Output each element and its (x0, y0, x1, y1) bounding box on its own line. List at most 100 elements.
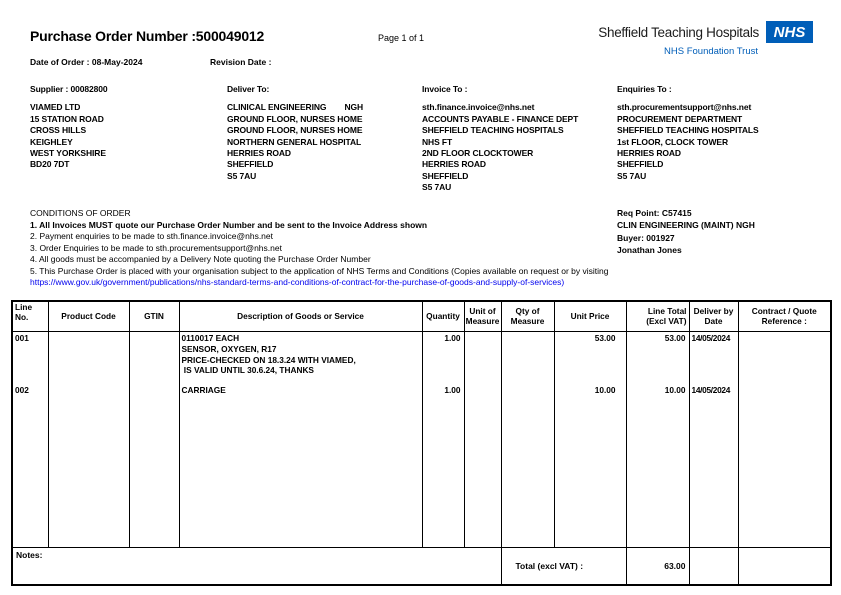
cell-qty-of-measure (500, 383, 555, 548)
cell-description: 0110017 EACH SENSOR, OXYGEN, R17 PRICE-CHE… (178, 331, 423, 384)
header-qty-of-measure: Qty of Measure (500, 300, 555, 332)
address-line: VIAMED LTD (30, 102, 81, 113)
date-of-order: Date of Order : 08-May-2024 (30, 57, 143, 67)
description-line: SENSOR, OXYGEN, R17 (181, 343, 277, 354)
address-line: 2ND FLOOR CLOCKTOWER (422, 148, 534, 159)
deliver-to-block: Deliver To: CLINICAL ENGINEERING NGH GROU… (227, 84, 363, 182)
condition-line-4: 4. All goods must be accompanied by a De… (30, 254, 371, 264)
address-line: HERRIES ROAD (422, 159, 486, 170)
cell-contract-ref (737, 331, 832, 384)
terms-and-conditions-link[interactable]: https://www.gov.uk/government/publicatio… (30, 277, 565, 287)
condition-line-3: 3. Order Enquiries to be made to sth.pro… (30, 242, 282, 253)
cell-deliver-by: 14/05/2024 (688, 383, 739, 548)
req-point-block: Req Point: C57415 CLIN ENGINEERING (MAIN… (617, 208, 755, 256)
line-items-table: Line No. Product Code GTIN Description o… (11, 300, 832, 586)
cell-unit-of-measure (463, 331, 502, 384)
cell-line-no: 001 (11, 331, 49, 384)
address-line: 1st FLOOR, CLOCK TOWER (617, 136, 728, 147)
description-line: CARRIAGE (181, 384, 226, 395)
cell-quantity: 1.00 (421, 383, 465, 548)
buyer-name: Jonathan Jones (617, 244, 682, 255)
header-deliver-by: Deliver by Date (688, 300, 739, 332)
cell-gtin (128, 383, 180, 548)
conditions-of-order: CONDITIONS OF ORDER 1. All Invoices MUST… (30, 208, 770, 289)
address-line: SHEFFIELD (617, 159, 664, 170)
po-number-title: Purchase Order Number :500049012 (30, 28, 264, 44)
po-number-label: Purchase Order Number : (30, 28, 196, 44)
address-line: ACCOUNTS PAYABLE - FINANCE DEPT (422, 113, 579, 124)
address-line: GROUND FLOOR, NURSES HOME (227, 125, 363, 136)
address-line: PROCUREMENT DEPARTMENT (617, 113, 743, 124)
address-line: NORTHERN GENERAL HOSPITAL (227, 136, 362, 147)
supplier-address-lines: VIAMED LTD 15 STATION ROAD CROSS HILLS KEIG… (30, 102, 107, 170)
conditions-title: CONDITIONS OF ORDER (30, 208, 131, 218)
condition-line-5: 5. This Purchase Order is placed with yo… (30, 265, 609, 276)
description-line: IS VALID UNTIL 30.6.24, THANKS (181, 365, 314, 376)
table-header-row: Line No. Product Code GTIN Description o… (11, 300, 832, 332)
table-footer-row: Notes: Total (excl VAT) : 63.00 (11, 547, 832, 586)
cell-product-code (47, 331, 130, 384)
cell-contract-ref (737, 383, 832, 548)
invoice-to-block: Invoice To : sth.finance.invoice@nhs.net… (422, 84, 578, 194)
cell-deliver-by: 14/05/2024 (688, 331, 739, 384)
address-line: CROSS HILLS (30, 125, 87, 136)
address-line: S5 7AU (617, 170, 647, 181)
address-line: WEST YORKSHIRE (30, 148, 106, 159)
header-quantity: Quantity (421, 300, 465, 332)
total-excl-vat-label: Total (excl VAT) : (500, 547, 627, 586)
revision-date-label: Revision Date : (210, 57, 272, 67)
nhs-logo-icon: NHS (766, 21, 813, 43)
req-point: Req Point: C57415 (617, 208, 692, 218)
trust-name: Sheffield Teaching Hospitals (598, 24, 759, 40)
enquiries-to-lines: sth.procurementsupport@nhs.net PROCUREMEN… (617, 102, 759, 182)
header-product-code: Product Code (47, 300, 130, 332)
address-line: 15 STATION ROAD (30, 113, 104, 124)
logo-row: Sheffield Teaching Hospitals NHS (598, 21, 813, 43)
supplier-heading: Supplier : 00082800 (30, 84, 108, 94)
notes-label: Notes: (11, 547, 502, 586)
cell-gtin (128, 331, 180, 384)
address-line: SHEFFIELD (422, 170, 469, 181)
condition-line-2: 2. Payment enquiries to be made to sth.f… (30, 231, 273, 241)
header-description: Description of Goods or Service (178, 300, 423, 332)
invoice-to-heading: Invoice To : (422, 84, 468, 94)
cell-unit-price: 53.00 (553, 331, 627, 384)
header-gtin: GTIN (128, 300, 180, 332)
supplier-address-block: Supplier : 00082800 VIAMED LTD 15 STATION… (30, 84, 108, 171)
address-line: NHS FT (422, 136, 453, 147)
enquiries-to-block: Enquiries To : sth.procurementsupport@nh… (617, 84, 759, 182)
req-department: CLIN ENGINEERING (MAINT) NGH (617, 219, 755, 230)
footer-deliver-by-empty (688, 547, 739, 586)
header-line-total: Line Total (Excl VAT) (625, 300, 690, 332)
cell-description: CARRIAGE (178, 383, 423, 548)
cell-qty-of-measure (500, 331, 555, 384)
deliver-to-heading: Deliver To: (227, 84, 270, 94)
address-line: sth.procurementsupport@nhs.net (617, 102, 752, 113)
cell-product-code (47, 383, 130, 548)
address-line: CLINICAL ENGINEERING NGH (227, 102, 364, 113)
address-line: BD20 7DT (30, 159, 70, 170)
address-line: sth.finance.invoice@nhs.net (422, 102, 535, 113)
condition-line-1: 1. All Invoices MUST quote our Purchase … (30, 219, 428, 230)
address-line: GROUND FLOOR, NURSES HOME (227, 113, 363, 124)
cell-quantity: 1.00 (421, 331, 465, 384)
buyer-id: Buyer: 001927 (617, 233, 675, 243)
header-unit-of-measure: Unit of Measure (463, 300, 502, 332)
address-line: SHEFFIELD TEACHING HOSPITALS (422, 125, 564, 136)
header-line-no: Line No. (11, 300, 49, 332)
page-indicator: Page 1 of 1 (378, 33, 425, 43)
nhs-trust-logo: Sheffield Teaching Hospitals NHS NHS Fou… (598, 21, 813, 57)
address-line: SHEFFIELD TEACHING HOSPITALS (617, 125, 759, 136)
address-line: SHEFFIELD (227, 159, 274, 170)
table-row: 002 CARRIAGE 1.00 10.00 10.00 14/05/2024 (11, 383, 832, 548)
cell-unit-price: 10.00 (553, 383, 627, 548)
address-line: KEIGHLEY (30, 136, 73, 147)
invoice-to-lines: sth.finance.invoice@nhs.net ACCOUNTS PAYA… (422, 102, 578, 193)
cell-line-total: 10.00 (625, 383, 690, 548)
header-unit-price: Unit Price (553, 300, 627, 332)
description-line: PRICE-CHECKED ON 18.3.24 WITH VIAMED, (181, 354, 356, 365)
header-contract-ref: Contract / Quote Reference : (737, 300, 832, 332)
footer-contract-ref-empty (737, 547, 832, 586)
table-row: 001 0110017 EACH SENSOR, OXYGEN, R17 PRICE… (11, 331, 832, 384)
